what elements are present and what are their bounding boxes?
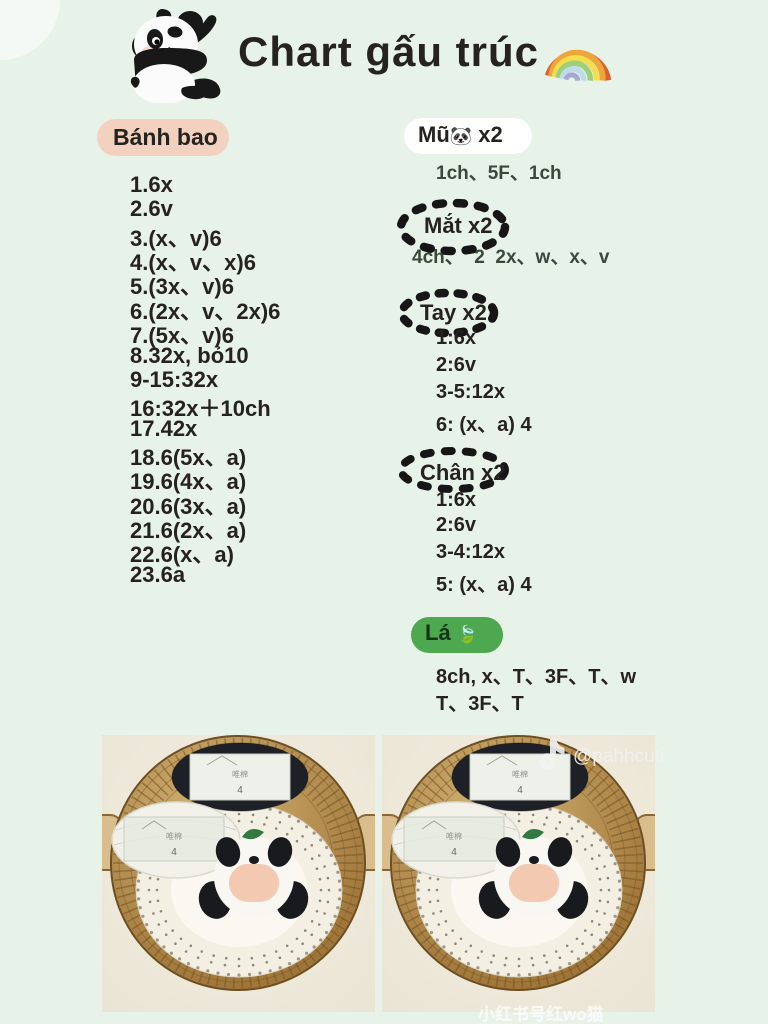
svg-text:4: 4: [237, 785, 243, 796]
svg-text:4: 4: [171, 847, 177, 858]
svg-text:唯棉: 唯棉: [166, 831, 182, 841]
svg-text:4: 4: [517, 785, 523, 796]
svg-text:@pahhcuti: @pahhcuti: [573, 746, 664, 767]
svg-text:唯棉: 唯棉: [446, 831, 462, 841]
svg-text:4: 4: [451, 847, 457, 858]
svg-text:唯棉: 唯棉: [512, 769, 528, 779]
svg-text:唯棉: 唯棉: [232, 769, 248, 779]
